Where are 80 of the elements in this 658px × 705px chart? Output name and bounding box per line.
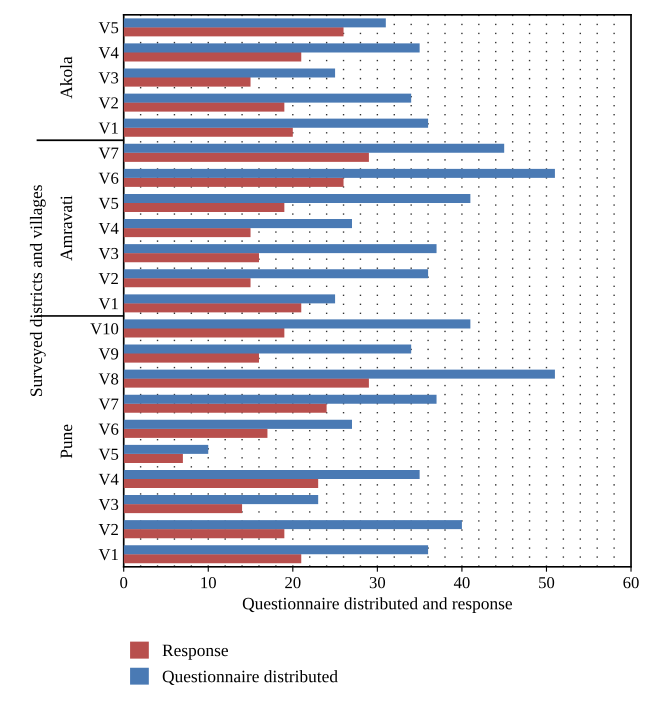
y-tick-label: V4 [98,222,119,234]
x-tick-label: 40 [454,577,470,588]
x-tick-label: 0 [120,577,128,588]
text: Amravati [60,196,72,261]
y-axis-title: Surveyed districts and villages [30,185,46,396]
bar [124,529,284,538]
y-tick-label: V3 [98,72,118,84]
y-tick-label: V5 [98,198,118,210]
bar [124,202,284,212]
bar [124,43,420,52]
bar [124,495,318,504]
bar [124,420,352,429]
bar [124,428,268,438]
y-tick-label: V2 [98,524,118,536]
bar [124,219,352,228]
bar [124,394,437,404]
y-tick-label: V3 [98,248,118,260]
bar [124,328,284,338]
bar [124,27,344,36]
bar [124,520,462,530]
bar [124,444,208,454]
bar [124,178,344,187]
bar [124,554,302,564]
y-tick-label: V4 [98,47,119,58]
legend-label: Response [162,644,228,660]
bar [124,454,183,463]
y-tick-label: V8 [98,373,118,385]
bar [124,303,302,312]
y-tick-label: V1 [98,549,118,560]
bar [124,370,555,379]
bar [124,504,242,514]
bar [124,144,504,153]
x-tick-label: 30 [370,577,386,588]
bar [124,253,259,262]
bar [124,294,336,304]
y-tick-label: V2 [98,273,118,284]
text: Akola [60,56,72,99]
bar [124,94,412,103]
y-tick-label: V5 [98,22,118,34]
bar [124,244,437,254]
y-tick-label: V1 [98,298,118,310]
y-tick-label: V9 [98,348,118,360]
y-tick-label: V7 [98,148,118,159]
bar [124,344,412,354]
y-tick-label: V6 [98,172,118,184]
bar [124,470,420,479]
bar [124,545,428,554]
bar [124,278,251,288]
x-tick-label: 10 [201,577,216,588]
bar [124,128,293,137]
bar [124,52,302,62]
y-tick-label: V1 [98,122,118,134]
bar [124,102,284,112]
bar [124,18,386,28]
bar [124,78,251,87]
bar [124,228,251,238]
y-tick-label: V7 [98,398,118,410]
bar [124,194,470,203]
y-tick-label: V4 [98,474,119,486]
bar [124,479,318,488]
x-tick-label: 60 [623,577,639,588]
bar [124,319,470,328]
bar [124,404,327,413]
y-tick-label: V5 [98,448,118,460]
bar [124,354,259,363]
x-tick-label: 20 [285,577,301,588]
x-tick-label: 50 [539,577,554,588]
bar [124,168,555,178]
y-tick-label: V6 [98,424,118,435]
bar [124,68,336,78]
text: Pune [60,424,72,458]
legend-label: Questionnaire distributed [162,670,338,685]
x-axis-title: Questionnaire distributed and response [242,597,512,613]
bar [124,118,428,128]
y-tick-label: V10 [90,323,118,334]
y-tick-label: V2 [98,97,118,109]
bar [124,378,369,388]
bar [124,269,428,278]
y-tick-label: V3 [98,498,118,510]
bar [124,152,369,162]
